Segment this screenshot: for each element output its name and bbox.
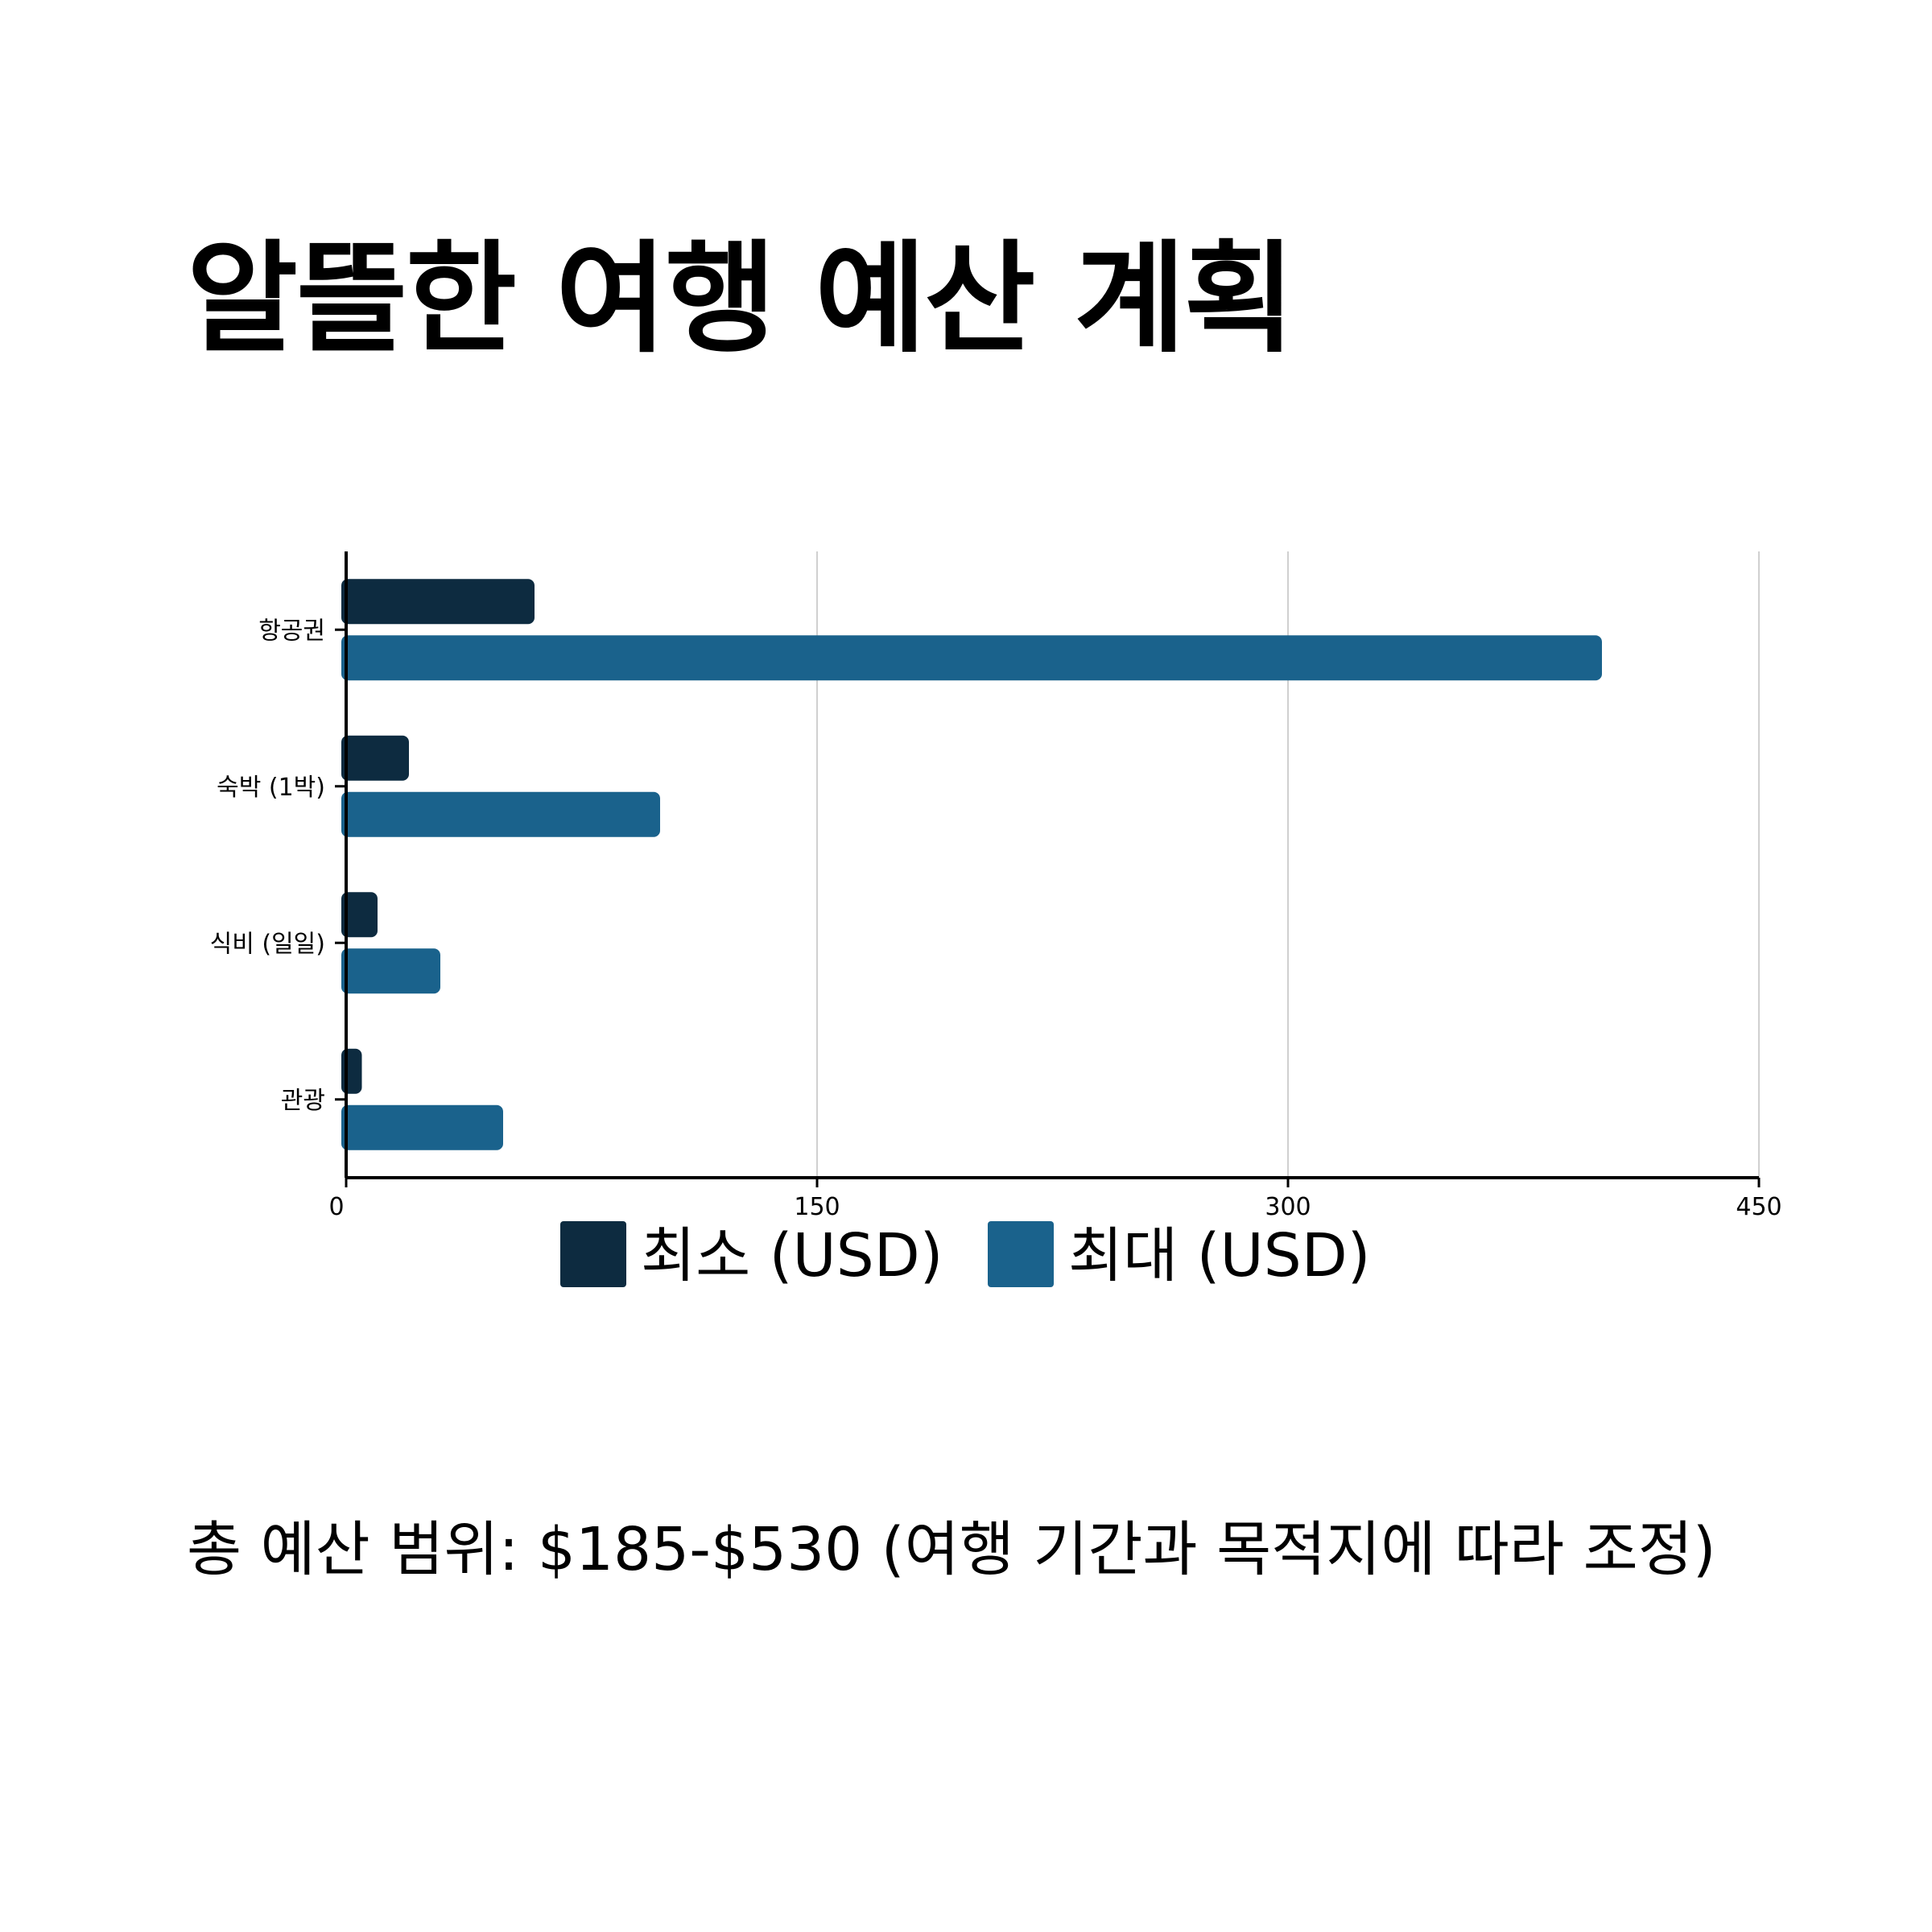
bar-min-0 [341,579,535,625]
legend-swatch-min [560,1221,626,1287]
category-label-0: 항공권 [258,617,325,645]
legend-swatch-max [988,1221,1054,1287]
page-title: 알뜰한 여행 예산 계획 [187,229,1295,369]
category-label-1: 숙박 (1박) [217,774,325,802]
budget-footnote: 총 예산 범위: $185-$530 (여행 기간과 목적지에 따라 조정) [187,1515,1716,1584]
category-label-2: 식비 (일일) [210,930,325,958]
category-label-3: 관광 [281,1087,325,1115]
legend-label-min: 최소 (USD) [641,1221,943,1290]
bar-min-2 [341,892,378,938]
bar-max-3 [341,1104,503,1150]
bar-max-0 [341,635,1602,681]
bar-max-2 [341,948,440,994]
x-tick-label-2: 300 [1265,1193,1311,1221]
bar-max-1 [341,791,660,837]
x-tick-label-1: 150 [794,1193,840,1221]
x-tick-label-3: 450 [1736,1193,1781,1221]
legend: 최소 (USD) 최대 (USD) [560,1221,1371,1290]
x-tick-label-0: 0 [328,1193,344,1221]
legend-label-max: 최대 (USD) [1068,1221,1371,1290]
bar-min-1 [341,735,409,781]
bars [341,579,1602,1150]
bar-min-3 [341,1048,362,1094]
